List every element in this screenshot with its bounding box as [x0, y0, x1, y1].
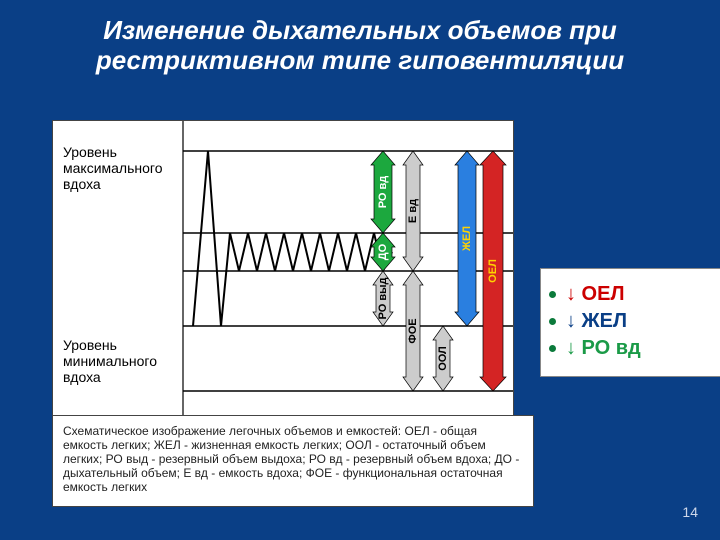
ool-label: ООЛ	[437, 346, 449, 371]
figure-svg: Уровеньмаксимальноговдоха Уровеньминималь…	[53, 121, 513, 421]
ro-vd-label: РО вд	[377, 176, 389, 209]
bullet-label: ↓ РО вд	[566, 337, 641, 360]
bullet-ro-vd: ↓ РО вд	[549, 337, 713, 360]
bullet-dot-icon	[549, 291, 556, 298]
bullet-label: ↓ ОЕЛ	[566, 283, 625, 306]
page-number: 14	[682, 504, 698, 520]
e-vd-label: Е вд	[407, 199, 419, 223]
oel-label: ОЕЛ	[487, 259, 499, 283]
bullet-label: ↓ ЖЕЛ	[566, 310, 627, 333]
bullet-oel: ↓ ОЕЛ	[549, 283, 713, 306]
bullet-dot-icon	[549, 318, 556, 325]
foe-label: ФОЕ	[407, 318, 419, 343]
ro-vyd-label: РО выд	[377, 278, 389, 320]
slide: Изменение дыхательных объемов при рестри…	[0, 0, 720, 540]
bullet-dot-icon	[549, 345, 556, 352]
figure-caption: Схематическое изображение легочных объем…	[52, 415, 534, 507]
svg-text:Уровеньминимальноговдоха: Уровеньминимальноговдоха	[63, 337, 157, 385]
bullet-box: ↓ ОЕЛ ↓ ЖЕЛ ↓ РО вд	[540, 268, 720, 377]
bullet-zhel: ↓ ЖЕЛ	[549, 310, 713, 333]
slide-title: Изменение дыхательных объемов при рестри…	[0, 16, 720, 76]
lung-volumes-figure: Уровеньмаксимальноговдоха Уровеньминималь…	[52, 120, 514, 422]
zhel-label: ЖЕЛ	[461, 226, 473, 252]
do-label: ДО	[377, 243, 389, 260]
svg-text:Уровеньмаксимальноговдоха: Уровеньмаксимальноговдоха	[63, 144, 163, 192]
